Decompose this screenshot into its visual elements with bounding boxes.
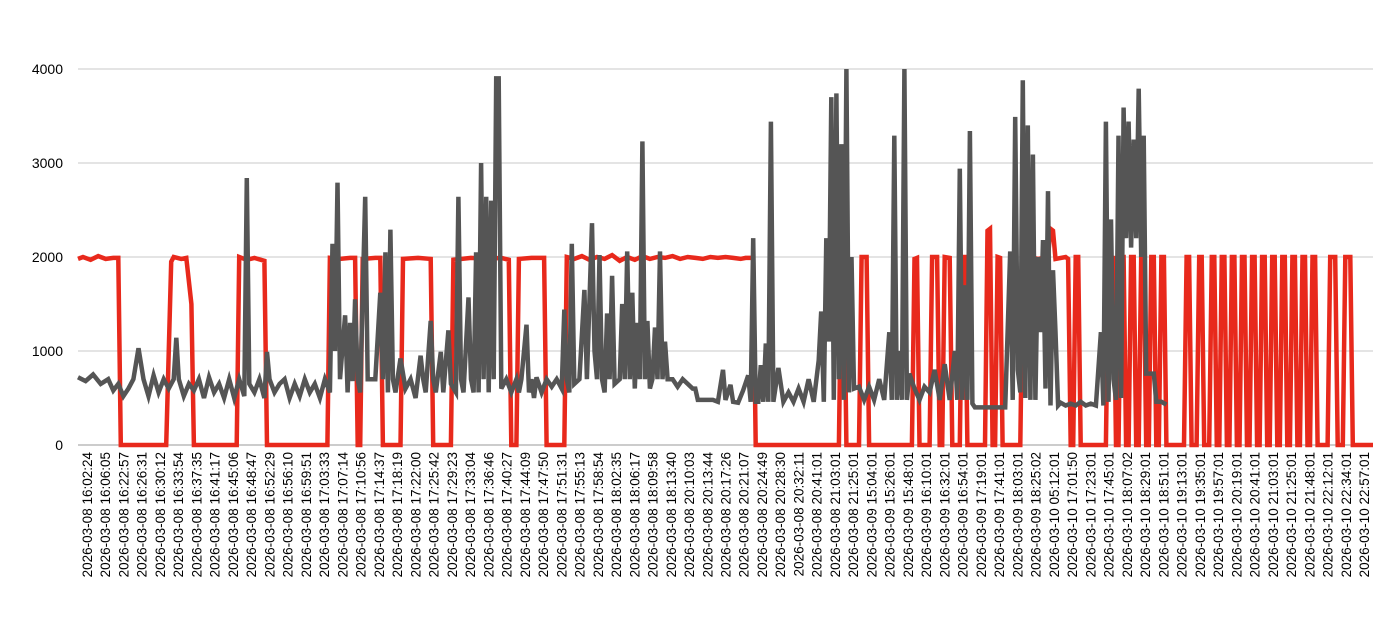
x-tick-label: 2026-03-10 17:45:01: [1102, 452, 1117, 577]
series-lines: [76, 68, 1373, 448]
x-tick-label: 2026-03-08 17:22:00: [408, 452, 423, 577]
x-tick-label: 2026-03-09 15:48:01: [901, 452, 916, 577]
x-tick-label: 2026-03-08 16:33:54: [171, 452, 186, 578]
x-tick-label: 2026-03-08 16:52:29: [262, 452, 277, 577]
x-tick-label: 2026-03-08 16:06:05: [98, 452, 113, 577]
x-tick-label: 2026-03-08 16:59:51: [299, 452, 314, 577]
x-tick-label: 2026-03-08 17:36:46: [481, 452, 496, 577]
x-tick-label: 2026-03-09 18:25:02: [1029, 452, 1044, 577]
y-tick-label: 1000: [32, 343, 63, 359]
x-tick-label: 2026-03-08 17:03:33: [317, 452, 332, 577]
x-tick-label: 2026-03-08 17:44:09: [518, 452, 533, 577]
x-tick-label: 2026-03-08 17:10:56: [354, 452, 369, 577]
x-tick-label: 2026-03-08 17:51:31: [554, 452, 569, 577]
x-tick-label: 2026-03-08 17:14:37: [372, 452, 387, 577]
x-tick-label: 2026-03-08 18:13:40: [664, 452, 679, 577]
x-tick-label: 2026-03-09 18:03:01: [1010, 452, 1025, 577]
x-tick-label: 2026-03-09 15:04:01: [864, 452, 879, 577]
x-tick-label: 2026-03-08 16:22:57: [117, 452, 132, 577]
x-tick-label: 2026-03-08 20:32:11: [792, 452, 807, 576]
x-tick-label: 2026-03-08 20:10:03: [682, 452, 697, 577]
x-tick-label: 2026-03-08 17:55:13: [573, 452, 588, 577]
x-tick-label: 2026-03-08 21:25:01: [846, 452, 861, 577]
x-tick-label: 2026-03-10 22:57:01: [1357, 452, 1372, 577]
x-tick-label: 2026-03-08 16:30:12: [153, 452, 168, 577]
x-tick-label: 2026-03-09 16:54:01: [956, 452, 971, 577]
x-tick-label: 2026-03-08 18:02:35: [609, 452, 624, 577]
x-tick-label: 2026-03-10 19:35:01: [1193, 452, 1208, 577]
x-tick-label: 2026-03-10 21:48:01: [1302, 452, 1317, 577]
x-tick-label: 2026-03-08 16:26:31: [135, 452, 150, 577]
x-tick-label: 2026-03-10 19:57:01: [1211, 452, 1226, 577]
x-tick-label: 2026-03-10 18:51:01: [1156, 452, 1171, 577]
x-tick-label: 2026-03-08 18:09:58: [646, 452, 661, 577]
y-tick-label: 3000: [32, 155, 63, 171]
y-tick-label: 2000: [32, 249, 63, 265]
x-tick-label: 2026-03-08 17:58:54: [591, 452, 606, 578]
x-tick-label: 2026-03-09 17:41:01: [992, 452, 1007, 577]
x-tick-label: 2026-03-08 17:33:04: [463, 452, 478, 578]
x-tick-label: 2026-03-10 18:07:02: [1120, 452, 1135, 577]
x-tick-label: 2026-03-08 16:41:17: [208, 452, 223, 577]
x-tick-label: 2026-03-08 17:47:50: [536, 452, 551, 577]
y-tick-label: 4000: [32, 61, 63, 77]
x-tick-label: 2026-03-08 16:56:10: [281, 452, 296, 577]
x-tick-label: 2026-03-08 20:21:07: [737, 452, 752, 577]
x-tick-label: 2026-03-08 17:25:42: [427, 452, 442, 577]
x-tick-label: 2026-03-09 17:19:01: [974, 452, 989, 577]
x-tick-label: 2026-03-10 17:23:01: [1083, 452, 1098, 577]
x-tick-label: 2026-03-08 20:24:49: [755, 452, 770, 577]
x-tick-label: 2026-03-08 20:41:01: [810, 452, 825, 577]
x-tick-label: 2026-03-10 22:12:01: [1321, 452, 1336, 577]
x-tick-label: 2026-03-10 21:03:01: [1266, 452, 1281, 577]
x-tick-label: 2026-03-08 17:29:23: [445, 452, 460, 577]
x-tick-label: 2026-03-09 15:26:01: [883, 452, 898, 577]
x-tick-label: 2026-03-08 16:45:06: [226, 452, 241, 577]
x-tick-label: 2026-03-08 20:17:26: [719, 452, 734, 577]
x-tick-label: 2026-03-10 22:34:01: [1339, 452, 1354, 577]
x-tick-label: 2026-03-08 17:40:27: [500, 452, 515, 577]
x-tick-label: 2026-03-08 16:02:24: [80, 452, 95, 578]
x-axis-ticks: 2026-03-08 16:02:24 2026-03-08 16:06:05 20…: [80, 452, 1372, 578]
x-tick-label: 2026-03-10 20:41:01: [1248, 452, 1263, 577]
x-tick-label: 2026-03-10 17:01:50: [1065, 452, 1080, 577]
series-line-1: [77, 224, 1373, 448]
y-axis-ticks: 0 1000 2000 3000 4000: [32, 61, 63, 453]
x-tick-label: 2026-03-08 21:03:01: [828, 452, 843, 577]
x-tick-label: 2026-03-08 20:28:30: [773, 452, 788, 577]
x-tick-label: 2026-03-10 05:12:01: [1047, 452, 1062, 577]
x-tick-label: 2026-03-08 16:48:47: [244, 452, 259, 577]
x-tick-label: 2026-03-09 16:10:01: [919, 452, 934, 577]
x-tick-label: 2026-03-10 19:13:01: [1175, 452, 1190, 577]
x-tick-label: 2026-03-08 17:18:19: [390, 452, 405, 577]
x-tick-label: 2026-03-10 21:25:01: [1284, 452, 1299, 577]
x-tick-label: 2026-03-08 16:37:35: [190, 452, 205, 577]
series-line-2: [76, 68, 1168, 412]
x-tick-label: 2026-03-08 18:06:17: [627, 452, 642, 577]
x-tick-label: 2026-03-09 16:32:01: [937, 452, 952, 577]
x-tick-label: 2026-03-08 20:13:44: [700, 452, 715, 578]
y-tick-label: 0: [55, 437, 63, 453]
x-tick-label: 2026-03-08 17:07:14: [335, 452, 350, 578]
x-tick-label: 2026-03-10 18:29:01: [1138, 452, 1153, 577]
x-tick-label: 2026-03-10 20:19:01: [1229, 452, 1244, 577]
